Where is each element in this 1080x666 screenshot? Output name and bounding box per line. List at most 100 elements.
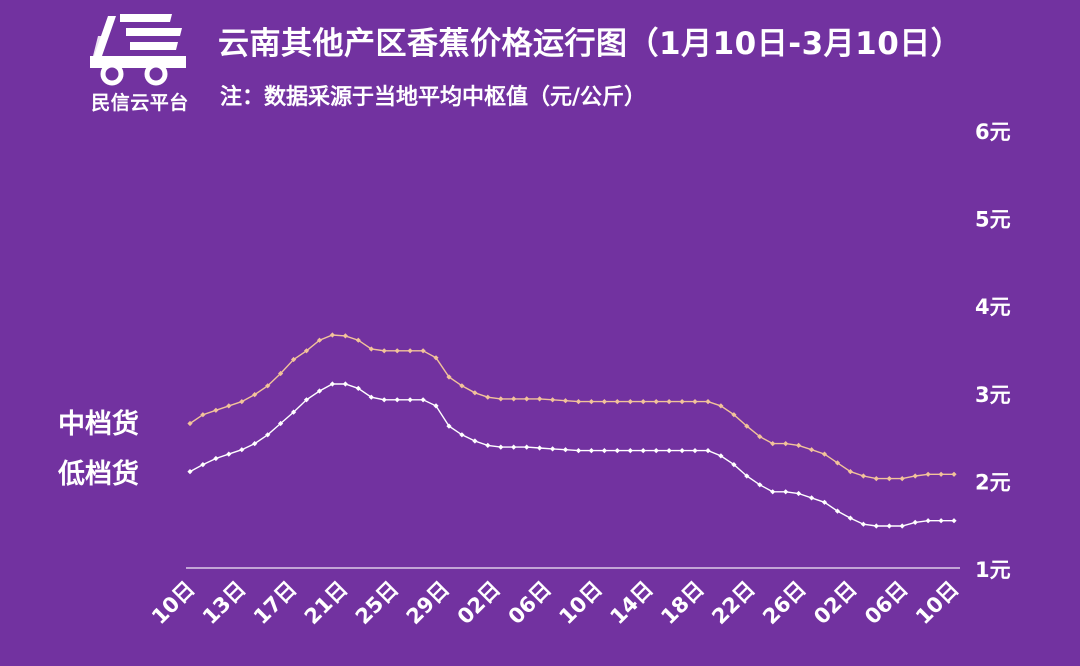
data-point-mid-grade <box>498 396 504 402</box>
y-tick-label: 4元 <box>975 295 1011 319</box>
data-point-low-grade <box>485 442 491 448</box>
data-point-mid-grade <box>886 476 892 482</box>
data-point-mid-grade <box>757 434 763 440</box>
x-tick-label: 13日 <box>198 577 250 629</box>
data-point-low-grade <box>588 448 594 454</box>
data-point-mid-grade <box>381 348 387 354</box>
data-point-low-grade <box>731 462 737 468</box>
data-point-mid-grade <box>187 420 193 427</box>
data-point-mid-grade <box>265 383 271 389</box>
data-point-low-grade <box>550 446 556 452</box>
series-label-low: 低档货 <box>58 459 139 490</box>
data-point-mid-grade <box>537 396 543 402</box>
data-point-low-grade <box>472 438 478 444</box>
data-point-mid-grade <box>692 399 698 405</box>
data-point-low-grade <box>459 432 465 438</box>
data-point-low-grade <box>951 518 957 524</box>
x-tick-label: 10日 <box>147 577 199 629</box>
data-point-mid-grade <box>938 471 944 477</box>
data-point-low-grade <box>653 448 659 454</box>
data-point-low-grade <box>511 444 517 450</box>
data-point-low-grade <box>601 448 607 454</box>
data-point-low-grade <box>265 432 271 438</box>
x-tick-label: 22日 <box>707 577 759 629</box>
data-point-mid-grade <box>588 399 594 405</box>
data-point-low-grade <box>355 385 361 391</box>
data-point-low-grade <box>394 397 400 403</box>
series-label-mid: 中档货 <box>58 409 139 440</box>
data-point-mid-grade <box>925 471 931 477</box>
data-point-low-grade <box>213 455 219 462</box>
data-point-low-grade <box>291 409 297 415</box>
truck-logo-icon <box>90 14 186 86</box>
x-tick-label: 18日 <box>656 577 708 629</box>
data-point-low-grade <box>524 444 530 450</box>
data-point-low-grade <box>796 490 802 497</box>
x-tick-label: 14日 <box>605 577 657 629</box>
logo-text: 民信云平台 <box>91 92 189 114</box>
data-point-mid-grade <box>472 390 478 396</box>
data-point-mid-grade <box>744 423 750 429</box>
data-point-low-grade <box>252 441 258 447</box>
data-point-low-grade <box>278 420 284 427</box>
data-point-mid-grade <box>278 370 284 377</box>
data-point-low-grade <box>847 515 853 521</box>
data-point-low-grade <box>200 462 206 468</box>
data-point-low-grade <box>433 403 439 409</box>
y-tick-label: 1元 <box>975 558 1011 582</box>
data-point-low-grade <box>342 381 348 387</box>
x-tick-label: 17日 <box>249 577 301 629</box>
platform-logo: 民信云平台 <box>80 12 200 114</box>
data-point-mid-grade <box>783 441 789 447</box>
data-point-mid-grade <box>731 412 737 418</box>
x-tick-label: 10日 <box>555 577 607 629</box>
data-point-mid-grade <box>770 441 776 447</box>
y-tick-label: 5元 <box>975 208 1011 232</box>
data-point-mid-grade <box>226 403 232 409</box>
data-point-mid-grade <box>213 407 219 413</box>
x-tick-label: 06日 <box>860 577 912 629</box>
data-point-mid-grade <box>834 460 841 466</box>
data-point-mid-grade <box>796 442 802 448</box>
data-point-mid-grade <box>459 383 465 389</box>
y-tick-label: 6元 <box>975 120 1011 144</box>
data-point-low-grade <box>744 473 750 479</box>
data-point-low-grade <box>770 489 776 495</box>
data-point-low-grade <box>705 448 711 454</box>
data-point-mid-grade <box>951 471 957 477</box>
data-point-mid-grade <box>899 476 905 482</box>
data-point-low-grade <box>187 469 193 475</box>
data-point-low-grade <box>640 448 646 454</box>
data-point-low-grade <box>886 523 892 529</box>
data-point-mid-grade <box>329 332 335 338</box>
data-point-mid-grade <box>511 396 517 402</box>
data-point-low-grade <box>537 445 543 451</box>
data-point-mid-grade <box>316 337 323 343</box>
x-tick-label: 06日 <box>504 577 556 629</box>
data-point-mid-grade <box>355 337 361 343</box>
data-point-low-grade <box>368 394 374 400</box>
data-point-mid-grade <box>860 473 866 479</box>
data-point-low-grade <box>226 451 232 457</box>
data-point-mid-grade <box>239 399 245 405</box>
data-point-mid-grade <box>407 348 413 354</box>
x-tick-label: 10日 <box>911 577 963 629</box>
data-point-low-grade <box>381 397 387 403</box>
data-point-mid-grade <box>873 476 879 482</box>
data-point-mid-grade <box>291 356 297 363</box>
data-point-mid-grade <box>368 346 374 352</box>
data-point-mid-grade <box>718 403 724 409</box>
x-tick-label: 29日 <box>402 577 454 629</box>
data-point-low-grade <box>899 523 905 529</box>
data-point-low-grade <box>239 447 245 453</box>
y-tick-label: 3元 <box>975 383 1011 407</box>
data-point-mid-grade <box>847 469 853 475</box>
data-point-mid-grade <box>575 399 582 405</box>
chart-subtitle: 注：数据采源于当地平均中枢值（元/公斤） <box>220 85 647 110</box>
data-point-low-grade <box>912 519 918 525</box>
data-point-low-grade <box>821 499 828 505</box>
x-tick-label: 25日 <box>351 577 403 629</box>
data-point-mid-grade <box>601 399 607 405</box>
data-point-low-grade <box>407 397 413 403</box>
